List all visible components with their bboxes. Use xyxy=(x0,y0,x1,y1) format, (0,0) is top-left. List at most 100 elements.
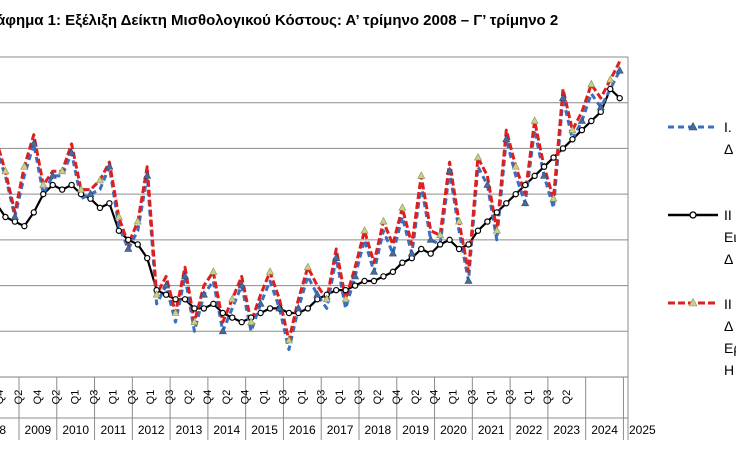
marker-point xyxy=(436,241,444,248)
marker-point xyxy=(275,303,284,312)
marker-point xyxy=(229,314,236,321)
legend-triangle-icon xyxy=(688,297,698,307)
marker-point xyxy=(304,305,312,312)
marker-point xyxy=(1,166,10,175)
series-markers xyxy=(1,66,624,344)
marker-point xyxy=(95,175,104,184)
marker-point xyxy=(134,241,141,248)
marker-point xyxy=(578,126,586,134)
year-label: 2012 xyxy=(138,423,165,437)
gridlines xyxy=(0,56,629,378)
marker-point xyxy=(152,290,161,298)
quarter-tick-label: Q3 xyxy=(278,390,290,405)
quarter-tick-label: Q2 xyxy=(561,390,573,405)
quarter-tick-label: Q3 xyxy=(315,390,327,405)
marker-point xyxy=(30,209,37,216)
year-label: 2022 xyxy=(516,423,543,437)
marker-point xyxy=(210,300,217,308)
marker-point xyxy=(493,209,501,216)
quarter-tick-label: Q2 xyxy=(13,390,25,405)
marker-point xyxy=(106,200,113,207)
legend-label: ΙΙ Δ Ερ Η xyxy=(724,296,736,378)
marker-point xyxy=(550,154,557,161)
quarter-tick-label: Q1 xyxy=(107,390,119,405)
marker-point xyxy=(473,152,482,161)
marker-point xyxy=(58,186,66,193)
marker-point xyxy=(445,166,454,175)
marker-point xyxy=(237,280,246,289)
marker-point xyxy=(124,244,133,252)
year-label: 2016 xyxy=(289,423,316,437)
marker-point xyxy=(284,335,293,344)
marker-point xyxy=(388,248,397,257)
marker-point xyxy=(606,75,615,83)
marker-point xyxy=(426,235,435,243)
marker-point xyxy=(191,305,198,312)
marker-point xyxy=(587,79,596,88)
marker-point xyxy=(418,245,425,253)
legend-label: ΙΙ Ει Δ xyxy=(724,207,736,267)
quarter-tick-label: Q3 xyxy=(353,390,365,405)
marker-point xyxy=(540,171,549,179)
marker-point xyxy=(559,145,567,152)
marker-point xyxy=(568,125,577,133)
marker-point xyxy=(492,226,501,234)
series-line-1 xyxy=(0,70,622,352)
marker-point xyxy=(588,117,595,125)
marker-point xyxy=(361,277,368,285)
marker-point xyxy=(607,85,614,93)
marker-point xyxy=(370,277,378,285)
marker-point xyxy=(464,276,473,284)
year-label: 2020 xyxy=(440,423,467,437)
quarter-tick-label: Q4 xyxy=(0,390,6,405)
marker-point xyxy=(238,318,245,326)
quarter-tick-label: Q4 xyxy=(32,390,44,405)
marker-point xyxy=(105,162,114,170)
marker-point xyxy=(417,171,426,179)
year-label: 2013 xyxy=(176,423,203,437)
marker-point xyxy=(522,181,529,189)
quarter-tick-label: Q3 xyxy=(467,390,479,405)
marker-point xyxy=(143,254,151,262)
quarter-tick-label: Q3 xyxy=(89,390,101,405)
year-label: 2017 xyxy=(327,423,354,437)
marker-point xyxy=(114,212,123,220)
quarter-tick-label: Q1 xyxy=(485,390,497,405)
year-label: 2014 xyxy=(213,423,240,437)
marker-point xyxy=(200,305,208,312)
marker-point xyxy=(133,216,142,225)
marker-point xyxy=(171,308,180,316)
quarter-tick-label: Q2 xyxy=(51,390,63,405)
marker-point xyxy=(465,241,472,248)
marker-point xyxy=(446,236,453,244)
quarter-tick-label: Q1 xyxy=(259,390,271,405)
marker-point xyxy=(162,280,171,289)
x-axis xyxy=(0,377,629,440)
marker-point xyxy=(29,139,38,147)
marker-point xyxy=(49,181,56,189)
marker-point xyxy=(39,180,48,188)
quarter-tick-label: Q1 xyxy=(145,390,157,405)
year-label: 8 xyxy=(0,423,6,437)
marker-point xyxy=(332,253,341,261)
marker-point xyxy=(596,102,605,111)
marker-point xyxy=(209,267,218,275)
year-label: 2009 xyxy=(25,423,52,437)
marker-point xyxy=(172,296,179,303)
marker-point xyxy=(577,116,586,124)
marker-point xyxy=(125,236,132,244)
marker-point xyxy=(502,134,511,143)
quarter-tick-label: Q4 xyxy=(202,390,214,405)
marker-point xyxy=(616,94,623,102)
year-label: 2024 xyxy=(591,423,618,437)
marker-point xyxy=(58,166,67,175)
legend-triangle-icon xyxy=(688,121,698,131)
quarter-tick-label: Q4 xyxy=(240,390,252,405)
chart-title: άφημα 1: Εξέλιξη Δείκτη Μισθολογικού Κόσ… xyxy=(0,12,559,29)
marker-point xyxy=(67,148,76,156)
marker-point xyxy=(313,290,322,298)
marker-point xyxy=(531,172,538,180)
quarter-tick-label: Q3 xyxy=(164,390,176,405)
marker-point xyxy=(219,309,226,317)
